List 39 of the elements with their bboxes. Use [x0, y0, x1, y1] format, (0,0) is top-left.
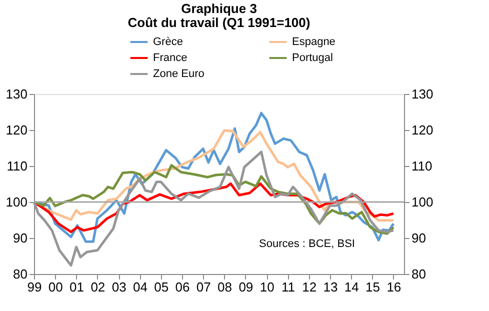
legend-label: Espagne: [292, 36, 336, 48]
x-tick-label: 03: [112, 280, 126, 294]
legend-label: France: [153, 52, 188, 64]
x-tick-label: 99: [27, 280, 42, 294]
x-tick-label: 11: [281, 280, 295, 294]
y2-tick-label: 80: [412, 266, 426, 282]
x-tick-label: 13: [323, 280, 338, 294]
y-tick-label: 130: [6, 86, 28, 102]
y2-tick-label: 90: [412, 230, 426, 246]
y-tick-label: 100: [6, 194, 28, 210]
y2-tick-label: 130: [412, 86, 434, 102]
x-tick-label: 05: [154, 280, 169, 294]
y-tick-label: 90: [13, 230, 28, 246]
legend-label: Grèce: [153, 36, 183, 48]
x-tick-label: 09: [238, 280, 254, 294]
x-tick-label: 15: [366, 280, 380, 294]
x-tick-label: 14: [344, 280, 359, 294]
y2-tick-label: 110: [412, 158, 432, 174]
x-tick-label: 12: [302, 280, 317, 294]
annotation: Sources : BCE, BSI: [259, 238, 355, 250]
y2-tick-label: 120: [412, 122, 434, 138]
x-tick-label: 10: [260, 280, 274, 294]
x-tick-label: 01: [70, 280, 84, 294]
legend-label: Zone Euro: [153, 68, 204, 80]
x-tick-label: 00: [48, 280, 63, 294]
legend-label: Portugal: [292, 52, 333, 64]
y2-tick-label: 100: [412, 194, 434, 210]
x-tick-label: 16: [386, 280, 402, 294]
x-tick-label: 08: [218, 280, 232, 294]
x-tick-label: 06: [175, 280, 190, 294]
chart-title: Graphique 3: [181, 1, 257, 16]
y-tick-label: 80: [13, 266, 28, 282]
line-series: [32, 150, 395, 267]
x-tick-label: 02: [90, 280, 106, 294]
y-tick-label: 110: [6, 158, 28, 174]
x-tick-label: 07: [196, 280, 211, 294]
y-tick-label: 120: [6, 122, 28, 138]
chart-subtitle: Coût du travail (Q1 1991=100): [128, 15, 310, 30]
x-tick-label: 04: [132, 280, 148, 294]
